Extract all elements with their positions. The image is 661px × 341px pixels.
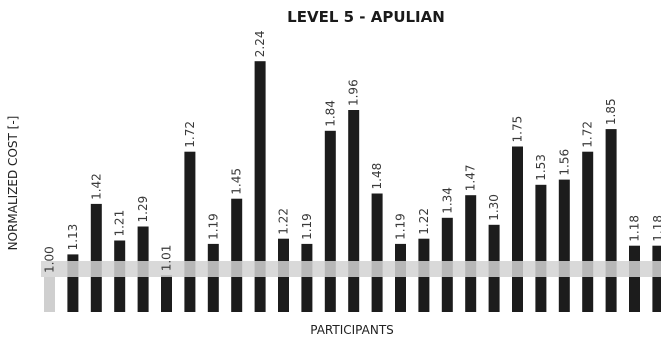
bar-value-label: 1.72 (183, 121, 197, 148)
bar (558, 179, 570, 312)
bar-value-label: 1.85 (604, 98, 618, 125)
bar-value-label: 1.48 (370, 163, 384, 190)
bar (90, 203, 102, 312)
bar (348, 110, 360, 312)
bar (652, 245, 661, 312)
bar (207, 243, 219, 312)
bar (512, 146, 523, 312)
bar-value-label: 1.47 (464, 164, 478, 191)
bar (301, 243, 313, 312)
bar-value-label: 1.75 (511, 116, 525, 143)
bar-value-label: 1.56 (557, 149, 571, 176)
bar-value-label: 1.53 (534, 154, 548, 181)
bar (629, 245, 640, 312)
bar-value-label: 1.19 (206, 213, 220, 240)
reference-band (41, 261, 661, 277)
bar-value-label: 1.29 (136, 196, 150, 223)
bar-value-label: 1.13 (66, 224, 80, 251)
bar (67, 254, 79, 312)
reference-bar (44, 277, 55, 312)
x-axis-label: PARTICIPANTS (310, 323, 394, 337)
bar (465, 195, 477, 312)
bar (535, 184, 547, 312)
bar-value-label: 1.01 (160, 245, 174, 272)
bar-value-label: 1.34 (440, 187, 454, 214)
bar (324, 130, 336, 312)
bar-value-label: 1.84 (323, 100, 337, 127)
bar-value-label: 1.42 (89, 173, 103, 200)
bar (371, 193, 383, 312)
bar-value-label: 1.00 (43, 246, 57, 273)
bar-value-label: 1.21 (113, 210, 127, 237)
bar (582, 151, 594, 312)
bar-value-label: 1.22 (277, 208, 291, 235)
bar (605, 129, 617, 312)
bar (184, 151, 196, 312)
bar-value-label: 1.30 (487, 194, 501, 221)
bar-value-label: 1.45 (230, 168, 244, 195)
bar-value-label: 1.19 (394, 213, 408, 240)
bar (395, 243, 406, 312)
value-labels: 1.00 1.13 1.42 1.21 1.29 1.01 1.72 1.19 1.45 2.24… (43, 30, 661, 273)
bar (231, 198, 243, 312)
bar-value-label: 1.72 (581, 121, 595, 148)
y-axis-label: NORMALIZED COST [-] (6, 116, 20, 251)
bar-value-label: 1.18 (651, 215, 661, 242)
bar (254, 61, 266, 313)
bar (161, 275, 172, 312)
bar-value-label: 1.19 (300, 213, 314, 240)
bar-value-label: 1.18 (628, 215, 642, 242)
chart-title: LEVEL 5 - APULIAN (287, 8, 445, 26)
bar-value-label: 1.22 (417, 208, 431, 235)
bar-value-label: 2.24 (253, 30, 267, 57)
bar-value-label: 1.96 (347, 79, 361, 106)
